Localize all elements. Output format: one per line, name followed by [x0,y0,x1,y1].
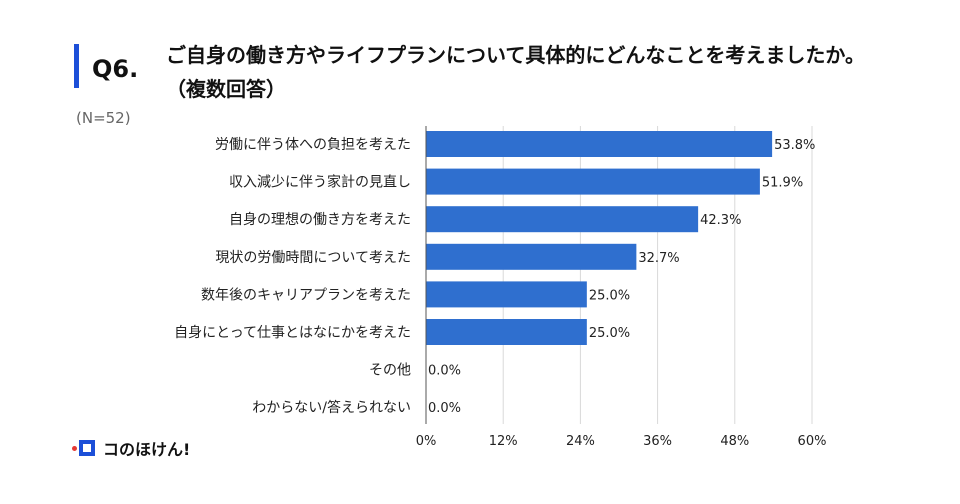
question-number: Q6. [92,55,139,83]
value-label: 0.0% [428,364,461,379]
bar [426,243,637,270]
category-label: 自身にとって仕事とはなにかを考えた [174,325,411,341]
x-tick-label: 0% [416,434,437,449]
value-label: 51.9% [762,176,803,191]
category-label: 収入減少に伴う家計の見直し [229,174,411,191]
value-label: 25.0% [589,288,630,303]
category-label: 現状の労働時間について考えた [215,250,411,266]
x-tick-label: 36% [643,434,672,449]
value-label: 32.7% [638,251,679,266]
category-label: 数年後のキャリアプランを考えた [201,287,411,303]
sample-size-label: (N=52) [76,109,131,127]
question-title: ご自身の働き方やライフプランについて具体的にどんなことを考えましたか。（複数回答… [166,43,865,101]
bar [426,206,699,233]
value-label: 25.0% [589,326,630,341]
brand-logo: コのほけん! [72,436,190,460]
bar [426,131,773,157]
value-label: 0.0% [428,401,461,416]
x-tick-label: 24% [566,434,595,449]
category-label: 自身の理想の働き方を考えた [229,212,411,228]
bar [426,319,587,345]
category-label: その他 [369,363,411,379]
value-label: 53.8% [774,138,815,153]
brand-name: コのほけん! [103,440,191,459]
x-tick-label: 12% [489,434,518,449]
x-tick-label: 60% [798,434,827,449]
title-accent-bar [74,44,79,88]
bar [426,281,587,308]
logo-dot-icon [72,445,77,451]
value-label: 42.3% [700,213,741,228]
category-label: わからない/答えられない [252,399,411,416]
category-label: 労働に伴う体への負担を考えた [215,137,411,153]
logo-square-icon [79,440,95,456]
x-tick-label: 48% [720,434,749,449]
bar [426,168,760,195]
